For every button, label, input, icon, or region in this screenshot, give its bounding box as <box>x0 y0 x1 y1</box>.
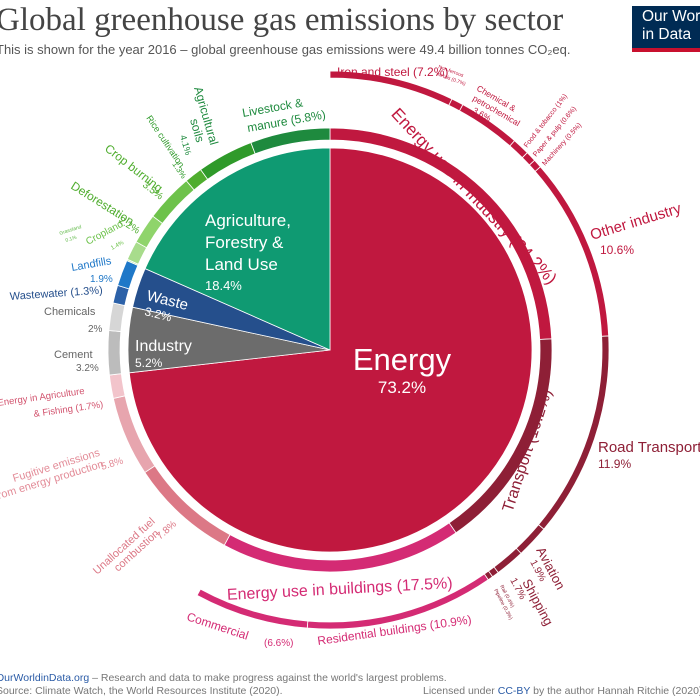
label-buildings: Energy use in buildings (17.5%) <box>227 575 453 604</box>
outer-arc-shipping[interactable] <box>493 547 522 574</box>
label-road-name: Road Transport <box>598 439 700 456</box>
label-agsoils-2: soils <box>187 117 207 144</box>
label-cement-value: 3.2% <box>76 363 99 374</box>
label-fugitive-3: 5.8% <box>100 456 125 473</box>
label-waste-value: 3.2% <box>143 304 173 324</box>
owid-logo[interactable]: Our World in Data <box>632 6 700 52</box>
middle-arc-landfills[interactable] <box>117 260 139 290</box>
license-link[interactable]: CC-BY <box>497 685 531 697</box>
label-cement-name: Cement <box>54 349 93 361</box>
footer-site-link[interactable]: OurWorldinData.org <box>0 672 90 684</box>
label-grassland-1: Grassland <box>59 224 83 237</box>
label-landfills-name: Landfills <box>70 255 112 274</box>
logo-line-1: Our World <box>642 8 700 25</box>
footer-license: Licensed under CC-BY by the author Hanna… <box>423 685 700 697</box>
label-afolu-value: 18.4% <box>205 278 242 293</box>
label-chemicals-name: Chemicals <box>44 306 96 318</box>
label-afolu-line1: Agriculture, <box>205 211 291 230</box>
label-wastewater: Wastewater (1.3%) <box>9 285 103 303</box>
label-afolu-line3: Land Use <box>205 255 278 274</box>
label-chemicals-value: 2% <box>88 324 103 335</box>
license-prefix: Licensed under <box>423 685 498 697</box>
footer-tagline-line: OurWorldinData.org – Research and data t… <box>0 672 447 685</box>
footer-left: OurWorldinData.org – Research and data t… <box>0 672 447 698</box>
label-other-industry-name: Other industry <box>588 200 684 244</box>
label-afolu-line2: Forestry & <box>205 233 284 252</box>
label-grassland-2: 0.1% <box>65 235 78 244</box>
label-other-industry-value: 10.6% <box>600 243 634 257</box>
middle-arc-livestock-manure[interactable] <box>250 127 331 155</box>
label-industry-name: Industry <box>135 338 192 355</box>
label-energy-value: 73.2% <box>378 378 426 397</box>
slice-energy[interactable] <box>128 147 533 553</box>
label-road-value: 11.9% <box>598 457 631 471</box>
footer-tagline: – Research and data to make progress aga… <box>89 672 447 684</box>
label-iron-steel: Iron and steel (7.2%) <box>337 65 448 79</box>
label-energy-name: Energy <box>353 342 452 377</box>
label-commercial-value: (6.6%) <box>264 638 293 649</box>
chart-rings <box>107 70 610 630</box>
label-landfills-value: 1.9% <box>90 274 113 285</box>
footer-source: Source: Climate Watch, the World Resourc… <box>0 685 283 697</box>
label-deforestation-value: 2.2% <box>116 215 141 236</box>
middle-arc-energy-in-agriculture-fishing[interactable] <box>108 373 126 399</box>
outer-arc-commercial[interactable] <box>196 588 309 629</box>
chart-subtitle: This is shown for the year 2016 – global… <box>0 42 571 57</box>
logo-line-2: in Data <box>642 26 692 43</box>
license-suffix: by the author Hannah Ritchie (2020). <box>530 685 700 697</box>
label-cropland-value: 1.4% <box>110 240 125 252</box>
middle-arc-cement[interactable] <box>107 330 122 376</box>
label-industry-value: 5.2% <box>135 356 163 370</box>
slice-agriculture-forestry-land-use[interactable] <box>144 147 331 351</box>
page-title: Global greenhouse gas emissions by secto… <box>0 2 564 38</box>
label-unalloc-3: 7.8% <box>155 519 179 542</box>
middle-arc-chemicals[interactable] <box>108 302 126 332</box>
